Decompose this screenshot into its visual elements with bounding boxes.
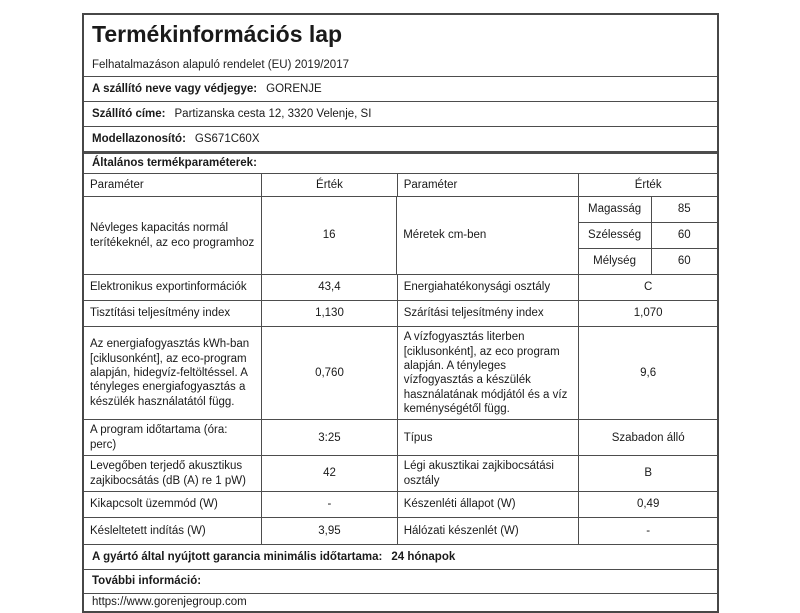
param-cell: Tisztítási teljesítmény index — [90, 307, 231, 320]
supplier-address-value: Partizanska cesta 12, 3320 Velenje, SI — [174, 107, 372, 120]
value-cell: - — [578, 517, 717, 544]
capacity-param-cell: Névleges kapacitás normál terítékeknél, … — [90, 222, 255, 249]
table-header-row: Paraméter Érték Paraméter Érték — [84, 173, 717, 197]
dimension-value: 60 — [650, 249, 717, 275]
supplier-address-label: Szállító címe: — [92, 107, 166, 120]
table-row-performance-index: Tisztítási teljesítmény index 1,130 Szár… — [84, 300, 717, 327]
more-info-label-row: További információ: — [84, 568, 717, 593]
product-information-sheet: Termékinformációs lap Felhatalmazáson al… — [82, 13, 719, 613]
dimension-row-width: Szélesség 60 — [578, 222, 717, 249]
value-cell: - — [261, 491, 396, 517]
supplier-name-value: GORENJE — [266, 82, 322, 95]
param-cell: Levegőben terjedő akusztikus zajkibocsát… — [90, 460, 246, 487]
capacity-value-cell: 16 — [260, 197, 396, 275]
value-cell: 1,130 — [261, 301, 396, 327]
model-identifier-value: GS671C60X — [194, 132, 260, 145]
regulation-subtitle: Felhatalmazáson alapuló rendelet (EU) 20… — [92, 58, 349, 71]
param-cell: Hálózati készenlét (W) — [396, 517, 579, 544]
supplier-address-row: Szállító címe: Partizanska cesta 12, 332… — [84, 101, 717, 126]
warranty-label: A gyártó által nyújtott garancia minimál… — [92, 550, 383, 563]
header-value-left: Érték — [261, 174, 396, 197]
value-cell: B — [578, 456, 717, 491]
header-value-right: Érték — [578, 174, 717, 197]
supplier-name-row: A szállító neve vagy védjegye: GORENJE — [84, 76, 717, 101]
param-cell: Energiahatékonysági osztály — [396, 275, 579, 301]
dimensions-param-cell: Méretek cm-ben — [396, 197, 577, 275]
param-cell: A vízfogyasztás literben [ciklusonként],… — [396, 327, 579, 420]
table-row-noise: Levegőben terjedő akusztikus zajkibocsát… — [84, 455, 717, 491]
table-row-consumption: Az energiafogyasztás kWh-ban [ciklusonké… — [84, 326, 717, 420]
model-identifier-label: Modellazonosító: — [92, 132, 186, 145]
dimension-label: Szélesség — [588, 229, 642, 242]
dimension-label: Mélység — [593, 255, 636, 268]
table-row-off-standby: Kikapcsolt üzemmód (W) - Készenléti álla… — [84, 490, 717, 517]
supplier-name-label: A szállító neve vagy védjegye: — [92, 82, 258, 95]
param-cell: Kikapcsolt üzemmód (W) — [90, 498, 218, 511]
dimension-row-depth: Mélység 60 — [578, 248, 717, 275]
warranty-row: A gyártó által nyújtott garancia minimál… — [84, 543, 717, 569]
param-cell: Elektronikus exportinformációk — [90, 281, 247, 294]
warranty-value: 24 hónapok — [391, 550, 456, 563]
table-row-delay-network: Késleltetett indítás (W) 3,95 Hálózati k… — [84, 516, 717, 544]
general-parameters-section-title: Általános termékparaméterek: — [84, 151, 717, 173]
param-cell: Típus — [396, 420, 579, 456]
header-param-right: Paraméter — [396, 174, 579, 197]
param-cell: A program időtartama (óra: perc) — [90, 424, 228, 451]
dimensions-subtable: Magasság 85 Szélesség 60 Mélység 60 — [577, 197, 717, 275]
value-cell: 43,4 — [261, 275, 396, 301]
value-cell: 9,6 — [578, 327, 717, 420]
website-url: https://www.gorenjegroup.com — [84, 592, 717, 611]
model-identifier-row: Modellazonosító: GS671C60X — [84, 126, 717, 151]
dimension-label: Magasság — [588, 203, 642, 216]
header-param-left: Paraméter — [90, 178, 144, 191]
table-row-duration-type: A program időtartama (óra: perc) 3:25 Tí… — [84, 419, 717, 456]
value-cell: Szabadon álló — [578, 420, 717, 456]
value-cell: 0,49 — [578, 491, 717, 517]
value-cell: 3:25 — [261, 420, 396, 456]
value-cell: 3,95 — [261, 517, 396, 544]
page-title: Termékinformációs lap — [92, 21, 343, 47]
value-cell: 42 — [261, 456, 396, 491]
param-cell: Késleltetett indítás (W) — [90, 524, 206, 537]
param-cell: Légi akusztikai zajkibocsátási osztály — [396, 456, 579, 491]
param-cell: Az energiafogyasztás kWh-ban [ciklusonké… — [90, 338, 250, 408]
param-cell: Készenléti állapot (W) — [396, 491, 579, 517]
table-row-energy-index: Elektronikus exportinformációk 43,4 Ener… — [84, 274, 717, 301]
value-cell: 0,760 — [261, 327, 396, 420]
value-cell: C — [578, 275, 717, 301]
dimension-row-height: Magasság 85 — [579, 197, 717, 223]
capacity-dimensions-row: Névleges kapacitás normál terítékeknél, … — [84, 196, 717, 275]
title-block: Termékinformációs lap Felhatalmazáson al… — [84, 15, 717, 76]
value-cell: 1,070 — [578, 301, 717, 327]
dimension-value: 60 — [650, 223, 717, 249]
dimension-value: 85 — [650, 197, 717, 223]
param-cell: Szárítási teljesítmény index — [396, 301, 579, 327]
page-canvas: Termékinformációs lap Felhatalmazáson al… — [82, 13, 719, 613]
